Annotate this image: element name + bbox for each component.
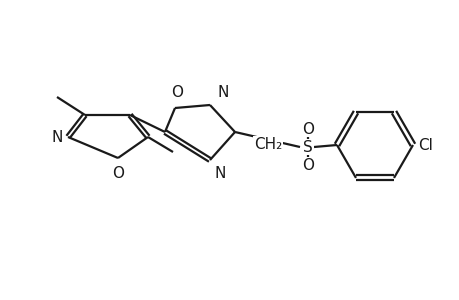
Text: CH₂: CH₂ [253,136,281,152]
Text: O: O [171,85,183,100]
Text: N: N [51,130,63,145]
Text: N: N [214,166,226,181]
Text: O: O [112,166,124,181]
Text: O: O [302,158,313,172]
Text: O: O [302,122,313,136]
Text: S: S [302,140,312,154]
Text: N: N [218,85,229,100]
Text: Cl: Cl [417,137,432,152]
